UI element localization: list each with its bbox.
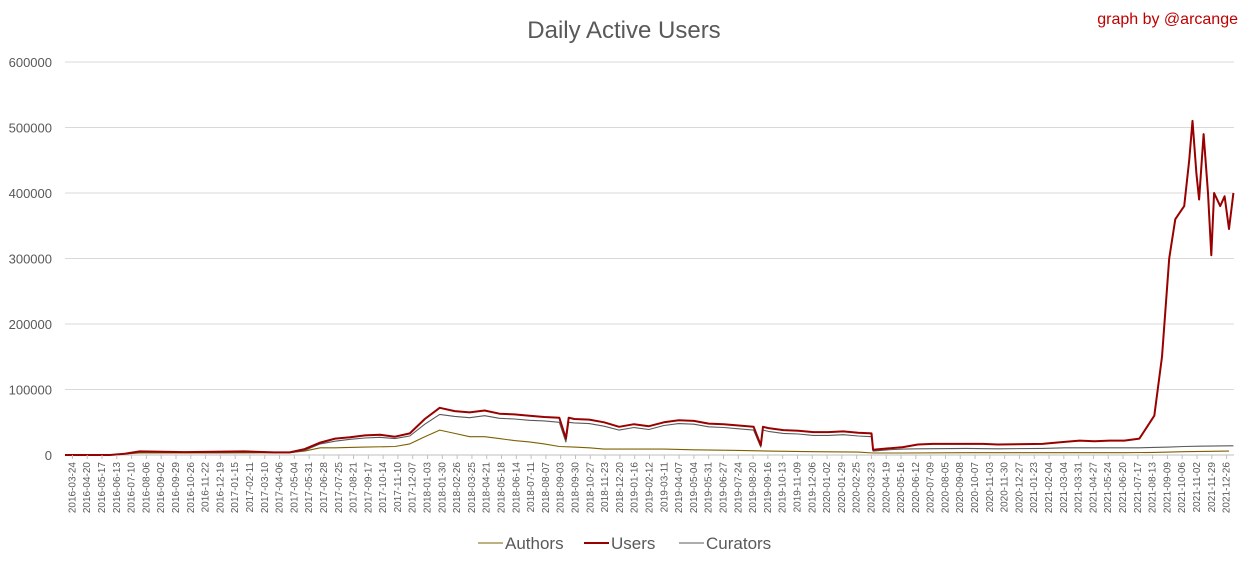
x-tick-label: 2021-11-02 xyxy=(1192,462,1203,513)
x-tick-label: 2019-05-04 xyxy=(689,462,700,514)
x-tick-label: 2017-01-15 xyxy=(230,462,241,514)
x-tick-label: 2017-08-21 xyxy=(349,462,360,514)
x-tick-label: 2016-03-24 xyxy=(67,462,78,514)
x-tick-label: 2021-12-26 xyxy=(1222,462,1233,514)
series-lines xyxy=(65,119,1235,456)
x-tick-label: 2018-06-14 xyxy=(511,462,522,514)
x-tick-label: 2016-04-20 xyxy=(82,462,93,514)
x-tick-label: 2020-10-07 xyxy=(970,462,981,514)
x-tick-label: 2017-03-10 xyxy=(260,462,271,514)
x-tick-label: 2020-09-08 xyxy=(955,462,966,514)
x-tick-label: 2016-11-22 xyxy=(201,462,212,513)
x-tick-label: 2020-12-27 xyxy=(1014,462,1025,514)
x-tick-label: 2019-10-13 xyxy=(778,462,789,514)
x-tick-label: 2016-09-02 xyxy=(156,462,167,514)
x-tick-label: 2021-03-31 xyxy=(1074,462,1085,514)
x-tick-label: 2016-07-10 xyxy=(127,462,138,514)
x-tick-label: 2017-05-31 xyxy=(304,462,315,514)
gridlines xyxy=(65,61,1234,456)
series-curators-line xyxy=(65,413,1234,456)
x-tick-label: 2021-01-23 xyxy=(1029,462,1040,514)
y-tick-label: 300000 xyxy=(9,252,52,267)
x-tick-label: 2021-02-04 xyxy=(1044,462,1055,514)
x-tick-label: 2018-12-20 xyxy=(615,462,626,514)
x-tick-label: 2019-11-09 xyxy=(792,462,803,513)
x-axis: 2016-03-24 2016-04-20 2016-05-17 2016-06-13… xyxy=(67,455,1233,514)
x-tick-label: 2019-09-16 xyxy=(763,462,774,514)
x-tick-label: 2021-04-27 xyxy=(1088,462,1099,514)
x-tick-label: 2021-05-24 xyxy=(1103,462,1114,514)
x-tick-label: 2017-05-04 xyxy=(289,462,300,514)
x-tick-label: 2016-12-19 xyxy=(215,462,226,514)
x-tick-label: 2017-04-06 xyxy=(275,462,286,514)
legend-label-curators: Curators xyxy=(706,534,771,553)
x-tick-label: 2017-10-14 xyxy=(378,462,389,514)
x-tick-label: 2021-09-09 xyxy=(1162,462,1173,514)
x-tick-label: 2021-08-13 xyxy=(1148,462,1159,514)
x-tick-label: 2018-07-11 xyxy=(526,462,537,513)
y-tick-label: 200000 xyxy=(9,317,52,332)
x-tick-label: 2017-09-17 xyxy=(363,462,374,514)
x-tick-label: 2018-01-03 xyxy=(423,462,434,514)
x-tick-label: 2018-03-25 xyxy=(467,462,478,514)
x-tick-label: 2018-11-23 xyxy=(600,462,611,513)
y-axis: 0 100000 200000 300000 400000 500000 600000 xyxy=(9,55,52,463)
chart-title: Daily Active Users xyxy=(527,17,720,44)
legend: Authors Users Curators xyxy=(478,534,771,553)
x-tick-label: 2020-01-02 xyxy=(822,462,833,514)
x-tick-label: 2016-10-26 xyxy=(186,462,197,514)
x-tick-label: 2020-05-16 xyxy=(896,462,907,514)
x-tick-label: 2017-12-07 xyxy=(408,462,419,514)
x-tick-label: 2018-09-03 xyxy=(556,462,567,514)
x-tick-label: 2019-07-24 xyxy=(733,462,744,514)
x-tick-label: 2017-07-25 xyxy=(334,462,345,514)
y-tick-label: 0 xyxy=(45,448,52,463)
x-tick-label: 2019-08-20 xyxy=(748,462,759,514)
legend-label-users: Users xyxy=(611,534,655,553)
x-tick-label: 2019-12-06 xyxy=(807,462,818,514)
x-tick-label: 2020-11-30 xyxy=(1000,462,1011,513)
x-tick-label: 2018-05-18 xyxy=(497,462,508,514)
x-tick-label: 2021-06-20 xyxy=(1118,462,1129,514)
x-tick-label: 2021-11-29 xyxy=(1207,462,1218,513)
y-tick-label: 100000 xyxy=(9,383,52,398)
x-tick-label: 2016-09-29 xyxy=(171,462,182,514)
x-tick-label: 2016-05-17 xyxy=(97,462,108,514)
x-tick-label: 2016-08-06 xyxy=(141,462,152,514)
x-tick-label: 2021-10-06 xyxy=(1177,462,1188,514)
x-tick-label: 2018-01-30 xyxy=(437,462,448,514)
x-tick-label: 2018-10-27 xyxy=(585,462,596,514)
x-tick-label: 2019-01-16 xyxy=(630,462,641,514)
x-tick-label: 2017-11-10 xyxy=(393,462,404,513)
y-tick-label: 400000 xyxy=(9,186,52,201)
x-tick-label: 2017-06-28 xyxy=(319,462,330,514)
legend-label-authors: Authors xyxy=(505,534,564,553)
x-tick-label: 2019-02-12 xyxy=(645,462,656,514)
series-users-line xyxy=(65,119,1235,456)
x-tick-label: 2018-09-30 xyxy=(571,462,582,514)
x-tick-label: 2017-02-11 xyxy=(245,462,256,513)
x-tick-label: 2020-08-05 xyxy=(940,462,951,514)
x-tick-label: 2020-02-25 xyxy=(852,462,863,514)
x-tick-label: 2018-02-26 xyxy=(452,462,463,514)
chart-credit: graph by @arcange xyxy=(1097,11,1238,28)
x-tick-label: 2019-06-27 xyxy=(718,462,729,514)
x-tick-label: 2020-07-09 xyxy=(926,462,937,514)
x-tick-label: 2016-06-13 xyxy=(112,462,123,514)
x-tick-label: 2018-04-21 xyxy=(482,462,493,514)
x-tick-label: 2019-03-11 xyxy=(659,462,670,513)
x-tick-label: 2021-07-17 xyxy=(1133,462,1144,514)
x-tick-label: 2019-05-31 xyxy=(704,462,715,514)
y-tick-label: 500000 xyxy=(9,121,52,136)
x-tick-label: 2020-03-23 xyxy=(866,462,877,514)
x-tick-label: 2019-04-07 xyxy=(674,462,685,514)
x-tick-label: 2018-08-07 xyxy=(541,462,552,514)
x-tick-label: 2020-06-12 xyxy=(911,462,922,514)
x-tick-label: 2020-11-03 xyxy=(985,462,996,513)
x-tick-label: 2021-03-04 xyxy=(1059,462,1070,514)
x-tick-label: 2020-04-19 xyxy=(881,462,892,514)
x-tick-label: 2020-01-29 xyxy=(837,462,848,514)
y-tick-label: 600000 xyxy=(9,55,52,70)
